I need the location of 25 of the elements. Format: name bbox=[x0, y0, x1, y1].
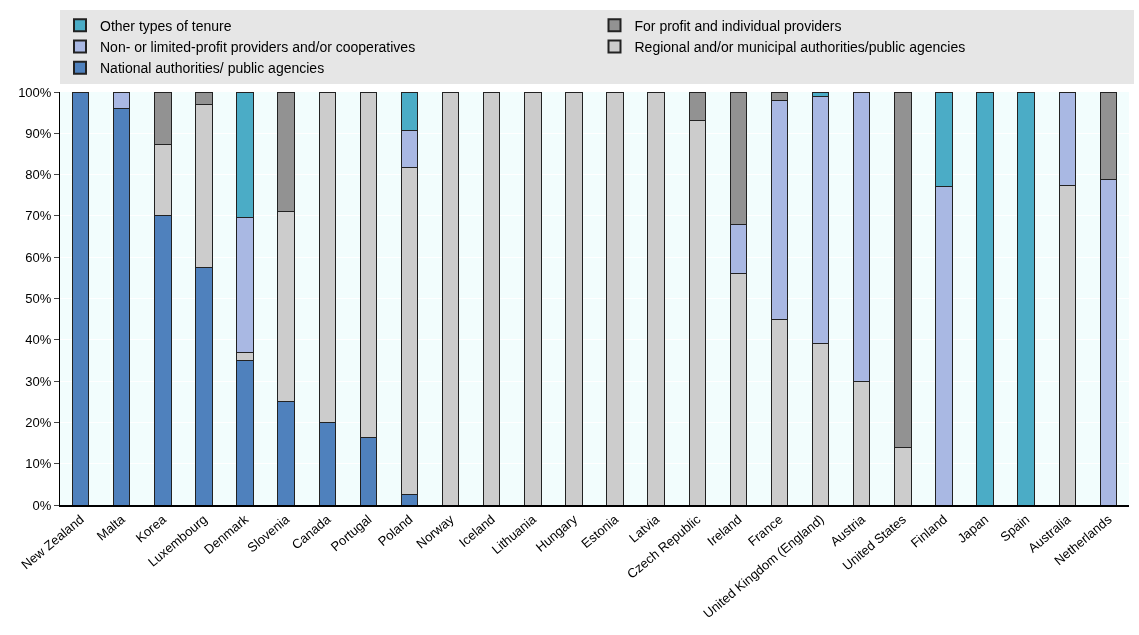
y-tick-label: 0% bbox=[32, 497, 52, 513]
bar bbox=[482, 92, 501, 505]
legend-label: Regional and/or municipal authorities/public agencies bbox=[634, 39, 966, 55]
y-tick-label: 50% bbox=[25, 291, 52, 307]
legend-label: Other types of tenure bbox=[100, 17, 232, 34]
bar bbox=[71, 92, 90, 505]
bar bbox=[647, 92, 665, 505]
legend-label: For profit and individual providers bbox=[634, 17, 842, 34]
bar bbox=[565, 92, 583, 505]
legend-label: Non- or limited-profit providers and/or cooperatives bbox=[100, 39, 416, 55]
y-tick-label: 20% bbox=[25, 414, 52, 430]
y-tick-label: 70% bbox=[25, 208, 52, 224]
y-tick-label: 90% bbox=[25, 125, 52, 141]
bar bbox=[524, 92, 542, 505]
legend-label: National authorities/ public agencies bbox=[100, 60, 325, 77]
y-tick-label: 10% bbox=[25, 456, 52, 472]
bar bbox=[606, 92, 624, 505]
y-tick-label: 60% bbox=[25, 249, 52, 265]
bar bbox=[976, 92, 994, 505]
y-tick-label: 30% bbox=[25, 373, 52, 389]
y-tick-label: 40% bbox=[25, 332, 52, 348]
bar bbox=[1017, 92, 1035, 505]
y-tick-label: 100% bbox=[18, 84, 52, 100]
y-tick-label: 80% bbox=[25, 167, 52, 183]
bar bbox=[441, 92, 460, 505]
